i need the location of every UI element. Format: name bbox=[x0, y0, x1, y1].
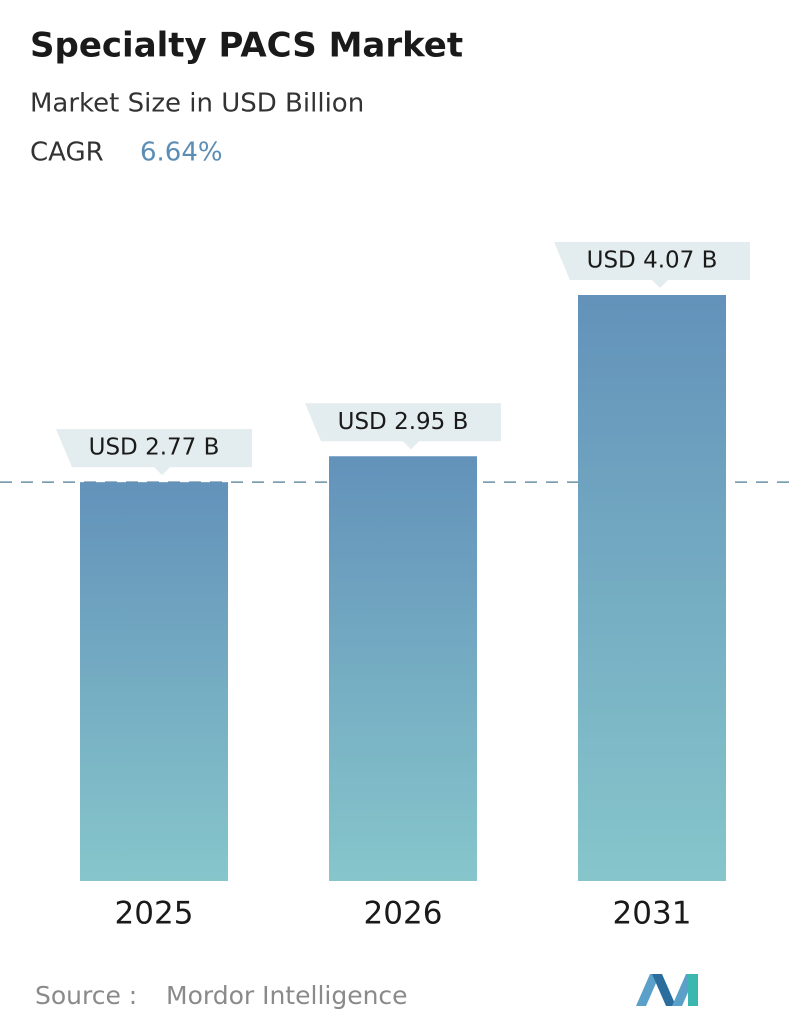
cagr-value: 6.64% bbox=[140, 138, 223, 168]
chart-title: Specialty PACS Market bbox=[30, 26, 463, 66]
bar bbox=[578, 295, 726, 881]
value-label: USD 2.95 B bbox=[338, 409, 469, 435]
bar bbox=[80, 482, 228, 881]
label-box bbox=[554, 242, 750, 288]
label-box bbox=[305, 403, 501, 450]
x-tick-label: 2031 bbox=[613, 896, 692, 932]
value-label: USD 4.07 B bbox=[587, 248, 718, 274]
value-label: USD 2.77 B bbox=[89, 435, 220, 461]
source-label: Source : bbox=[35, 981, 137, 1010]
label-box bbox=[56, 429, 252, 476]
logo bbox=[636, 974, 698, 1006]
bar bbox=[329, 456, 477, 881]
x-tick-label: 2026 bbox=[364, 896, 443, 932]
cagr-label: CAGR bbox=[30, 138, 104, 168]
source: Mordor Intelligence bbox=[166, 981, 408, 1010]
chart-subtitle: Market Size in USD Billion bbox=[30, 89, 364, 119]
x-tick-label: 2025 bbox=[115, 896, 194, 932]
